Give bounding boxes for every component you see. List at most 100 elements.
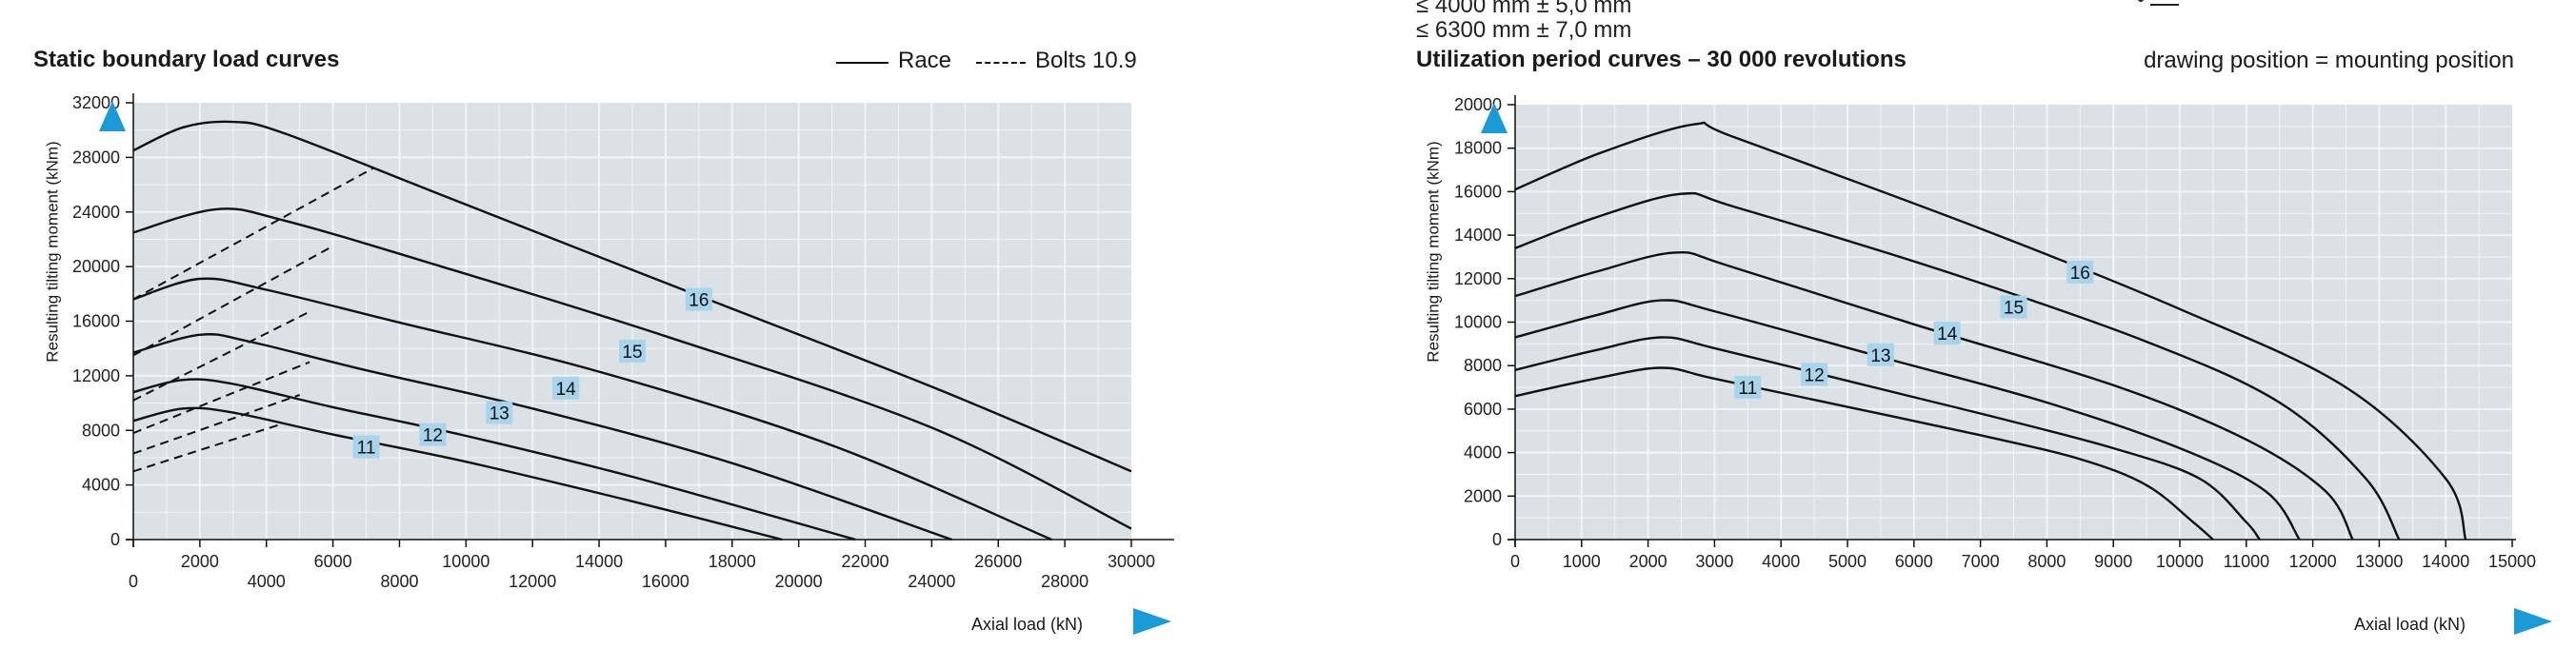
chart2-y-axis-arrow-icon [1481,103,1508,133]
chart1-x-tick-label: 0 [129,572,138,591]
chart2-utilization-period: 0200040006000800010000120001400016000180… [1454,95,2552,635]
chart2-curve-label-bg-13 [1867,343,1894,366]
chart1-curve-label-bg-14 [552,376,580,400]
chart2-curve-16 [1514,121,2467,541]
chart2-y-tick-label: 8000 [1464,356,1502,375]
cropped-glyph-left [2138,0,2144,2]
chart2-y-tick-label: 6000 [1464,400,1502,419]
chart2-x-tick-label: 14000 [2422,552,2469,571]
chart1-bolt-line [132,394,301,455]
chart2-curve-label-11: 11 [1738,379,1757,399]
chart2-x-tick-label: 0 [1510,552,1520,571]
chart2-x-tick-label: 7000 [1962,552,2000,571]
chart1-x-tick-label: 12000 [509,572,556,591]
chart1-y-tick-label: 28000 [72,148,120,167]
chart1-curve-label-12: 12 [423,426,443,446]
chart1-bolt-line [132,167,373,301]
chart1-bolt-line [132,245,334,357]
chart1-bolt-line [132,310,310,402]
chart1-y-tick-label: 24000 [72,203,120,222]
chart1-curve-11 [132,406,783,541]
chart2-x-tick-label: 3000 [1695,552,1733,571]
chart1-y-tick-label: 8000 [82,421,120,440]
chart1-bolt-line [132,361,310,435]
chart2-y-tick-label: 20000 [1454,95,1502,114]
chart2-x-tick-label: 13000 [2355,552,2403,571]
chart2-x-tick-label: 15000 [2488,552,2536,571]
chart1-curve-12 [132,378,856,541]
chart1-curve-13 [132,333,952,541]
chart2-y-tick-label: 10000 [1454,313,1502,332]
chart2-x-tick-label: 6000 [1895,552,1933,571]
cropped-glyph-right [2150,0,2179,6]
chart2-y-tick-label: 16000 [1454,182,1502,201]
chart2-curve-label-bg-11 [1734,376,1762,400]
chart2-x-tick-label: 2000 [1629,552,1667,571]
chart1-x-tick-label: 24000 [908,572,955,591]
chart2-y-tick-label: 0 [1492,530,1502,549]
chart1-x-tick-label: 6000 [314,552,352,571]
header-fragment-2: ≤ 6300 mm ± 7,0 mm [1416,17,1632,43]
chart2-note: drawing position = mounting position [2144,48,2514,73]
chart2-curve-label-bg-15 [2000,295,2027,319]
chart2-curve-11 [1514,366,2214,541]
chart1-curve-label-bg-15 [619,340,646,364]
chart2-curve-label-13: 13 [1870,346,1890,366]
chart2-curve-label-12: 12 [1805,365,1825,385]
chart2-x-tick-label: 11000 [2223,552,2269,571]
chart2-x-axis-label: Axial load (kN) [2354,615,2466,634]
chart1-y-tick-label: 32000 [72,93,120,112]
chart1-x-tick-label: 28000 [1041,572,1088,591]
chart2-y-tick-label: 4000 [1464,443,1502,462]
chart2-curve-label-15: 15 [2004,299,2024,319]
chart2-curve-label-bg-16 [2067,260,2094,284]
chart2-x-tick-label: 4000 [1762,552,1800,571]
chart2-y-tick-label: 14000 [1454,226,1502,245]
chart2-y-tick-label: 2000 [1464,486,1502,505]
chart1-x-axis-label: Axial load (kN) [971,615,1084,634]
chart2-curve-label-bg-14 [1933,321,1961,344]
chart1-y-tick-label: 4000 [82,476,120,495]
chart2-curve-label-16: 16 [2070,264,2090,284]
header-fragment-1: ≤ 4000 mm ± 5,0 mm [1416,0,1632,18]
legend-race-label: Race [898,48,952,73]
chart2-title: Utilization period curves – 30 000 revol… [1416,47,1907,72]
chart1-y-tick-label: 20000 [72,257,120,276]
chart1-x-tick-label: 8000 [380,572,418,591]
chart1-static-boundary: 0 4000 8000 12000 16000 20000 24000 28000 32000 0… [72,93,1174,635]
chart1-x-axis-arrow-icon [1133,608,1171,635]
chart2-curve-12 [1514,336,2261,541]
chart1-x-tick-label: 2000 [181,552,219,571]
chart1-curve-16 [132,120,1132,473]
chart2-curve-label-14: 14 [1937,325,1958,344]
chart2-x-axis-arrow-icon [2514,608,2552,635]
chart1-title: Static boundary load curves [33,47,340,72]
chart1-x-tick-label: 30000 [1108,552,1155,571]
chart1-x-tick-label: 20000 [775,572,823,591]
chart2-x-tick-label: 9000 [2094,552,2132,571]
chart1-curve-label-bg-11 [352,435,380,459]
chart1-curve-label-bg-16 [685,287,712,311]
chart2-x-tick-label: 12000 [2289,552,2337,571]
chart1-curve-label-14: 14 [556,380,577,400]
chart2-curve-14 [1514,250,2354,541]
chart1-x-tick-label: 10000 [442,552,489,571]
chart2-curve-label-bg-12 [1801,363,1828,386]
chart1-x-tick-label: 22000 [842,552,889,571]
chart1-x-tick-label: 16000 [642,572,689,591]
chart2-x-tick-label: 5000 [1828,552,1867,571]
chart2-curve-15 [1514,191,2401,541]
legend-bolts-label: Bolts 10.9 [1035,48,1137,73]
chart1-x-tick-label: 4000 [248,572,286,591]
legend-race-line [836,62,889,64]
chart1-curve-label-16: 16 [689,291,709,311]
chart1-curve-label-11: 11 [357,438,376,458]
chart1-x-tick-label: 18000 [709,552,756,571]
chart2-x-tick-label: 8000 [2027,552,2066,571]
chart2-x-tick-label: 10000 [2156,552,2204,571]
chart1-y-axis-arrow-icon [99,101,126,131]
chart1-y-tick-label: 0 [110,530,120,549]
chart1-curve-15 [132,207,1132,530]
chart1-y-tick-label: 16000 [72,312,120,331]
chart2-x-tick-label: 1000 [1563,552,1601,571]
